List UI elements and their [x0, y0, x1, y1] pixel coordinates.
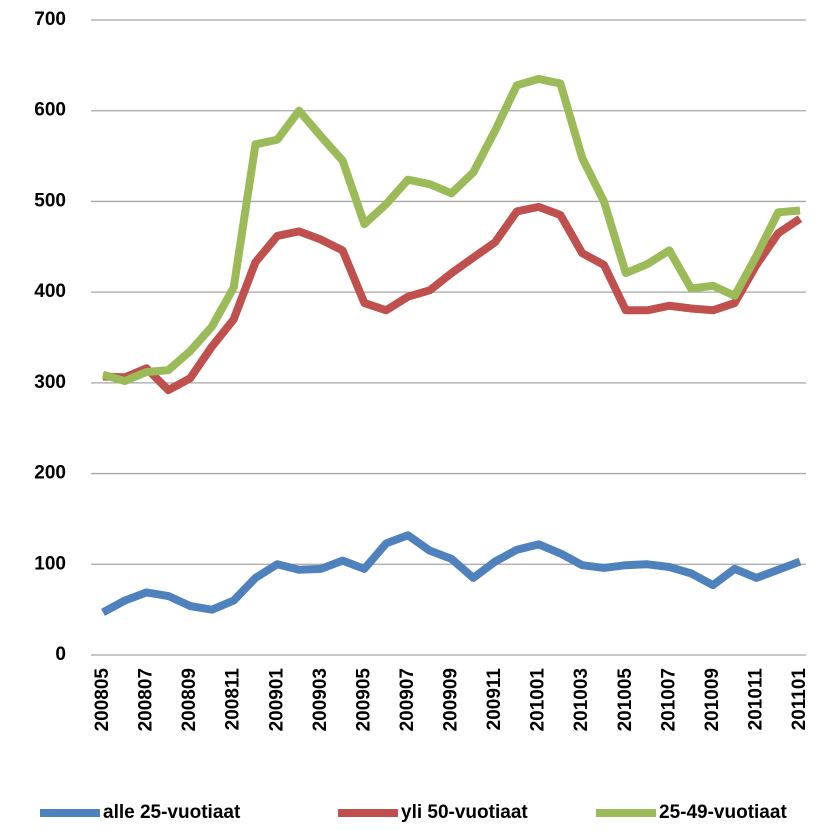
- x-tick-label: 200811: [223, 668, 244, 731]
- y-tick-label: 700: [34, 9, 66, 30]
- series-line: [101, 74, 801, 386]
- y-tick-label: 0: [55, 644, 66, 665]
- legend-label: 25-49-vuotiaat: [659, 802, 787, 823]
- x-tick-label: 201009: [702, 668, 723, 731]
- y-tick-label: 600: [34, 100, 66, 121]
- series-line: [101, 531, 802, 616]
- x-tick-label: 200901: [266, 668, 287, 732]
- x-tick-label: 200805: [92, 668, 113, 732]
- x-tick-label: 201001: [528, 668, 549, 732]
- x-tick-label: 201003: [571, 668, 592, 731]
- y-tick-label: 200: [34, 463, 66, 484]
- series-line: [102, 202, 803, 395]
- legend-label: yli 50-vuotiaat: [401, 802, 528, 823]
- legend-label: alle 25-vuotiaat: [103, 802, 241, 823]
- y-tick-label: 100: [34, 553, 66, 574]
- x-tick-label: 200909: [441, 668, 462, 731]
- x-tick-label: 200907: [397, 668, 418, 731]
- x-tick-label: 200903: [310, 668, 331, 731]
- x-tick-label: 200911: [484, 668, 505, 731]
- x-tick-label: 201007: [658, 668, 679, 731]
- x-tick-label: 200905: [353, 668, 374, 732]
- x-tick-label: 201101: [789, 668, 810, 731]
- y-tick-label: 400: [34, 281, 66, 302]
- x-tick-label: 201011: [745, 668, 766, 731]
- y-tick-label: 500: [34, 190, 66, 211]
- x-tick-label: 200807: [136, 668, 157, 731]
- x-tick-label: 201005: [615, 668, 636, 732]
- y-tick-label: 300: [34, 372, 66, 393]
- x-tick-label: 200809: [179, 668, 200, 731]
